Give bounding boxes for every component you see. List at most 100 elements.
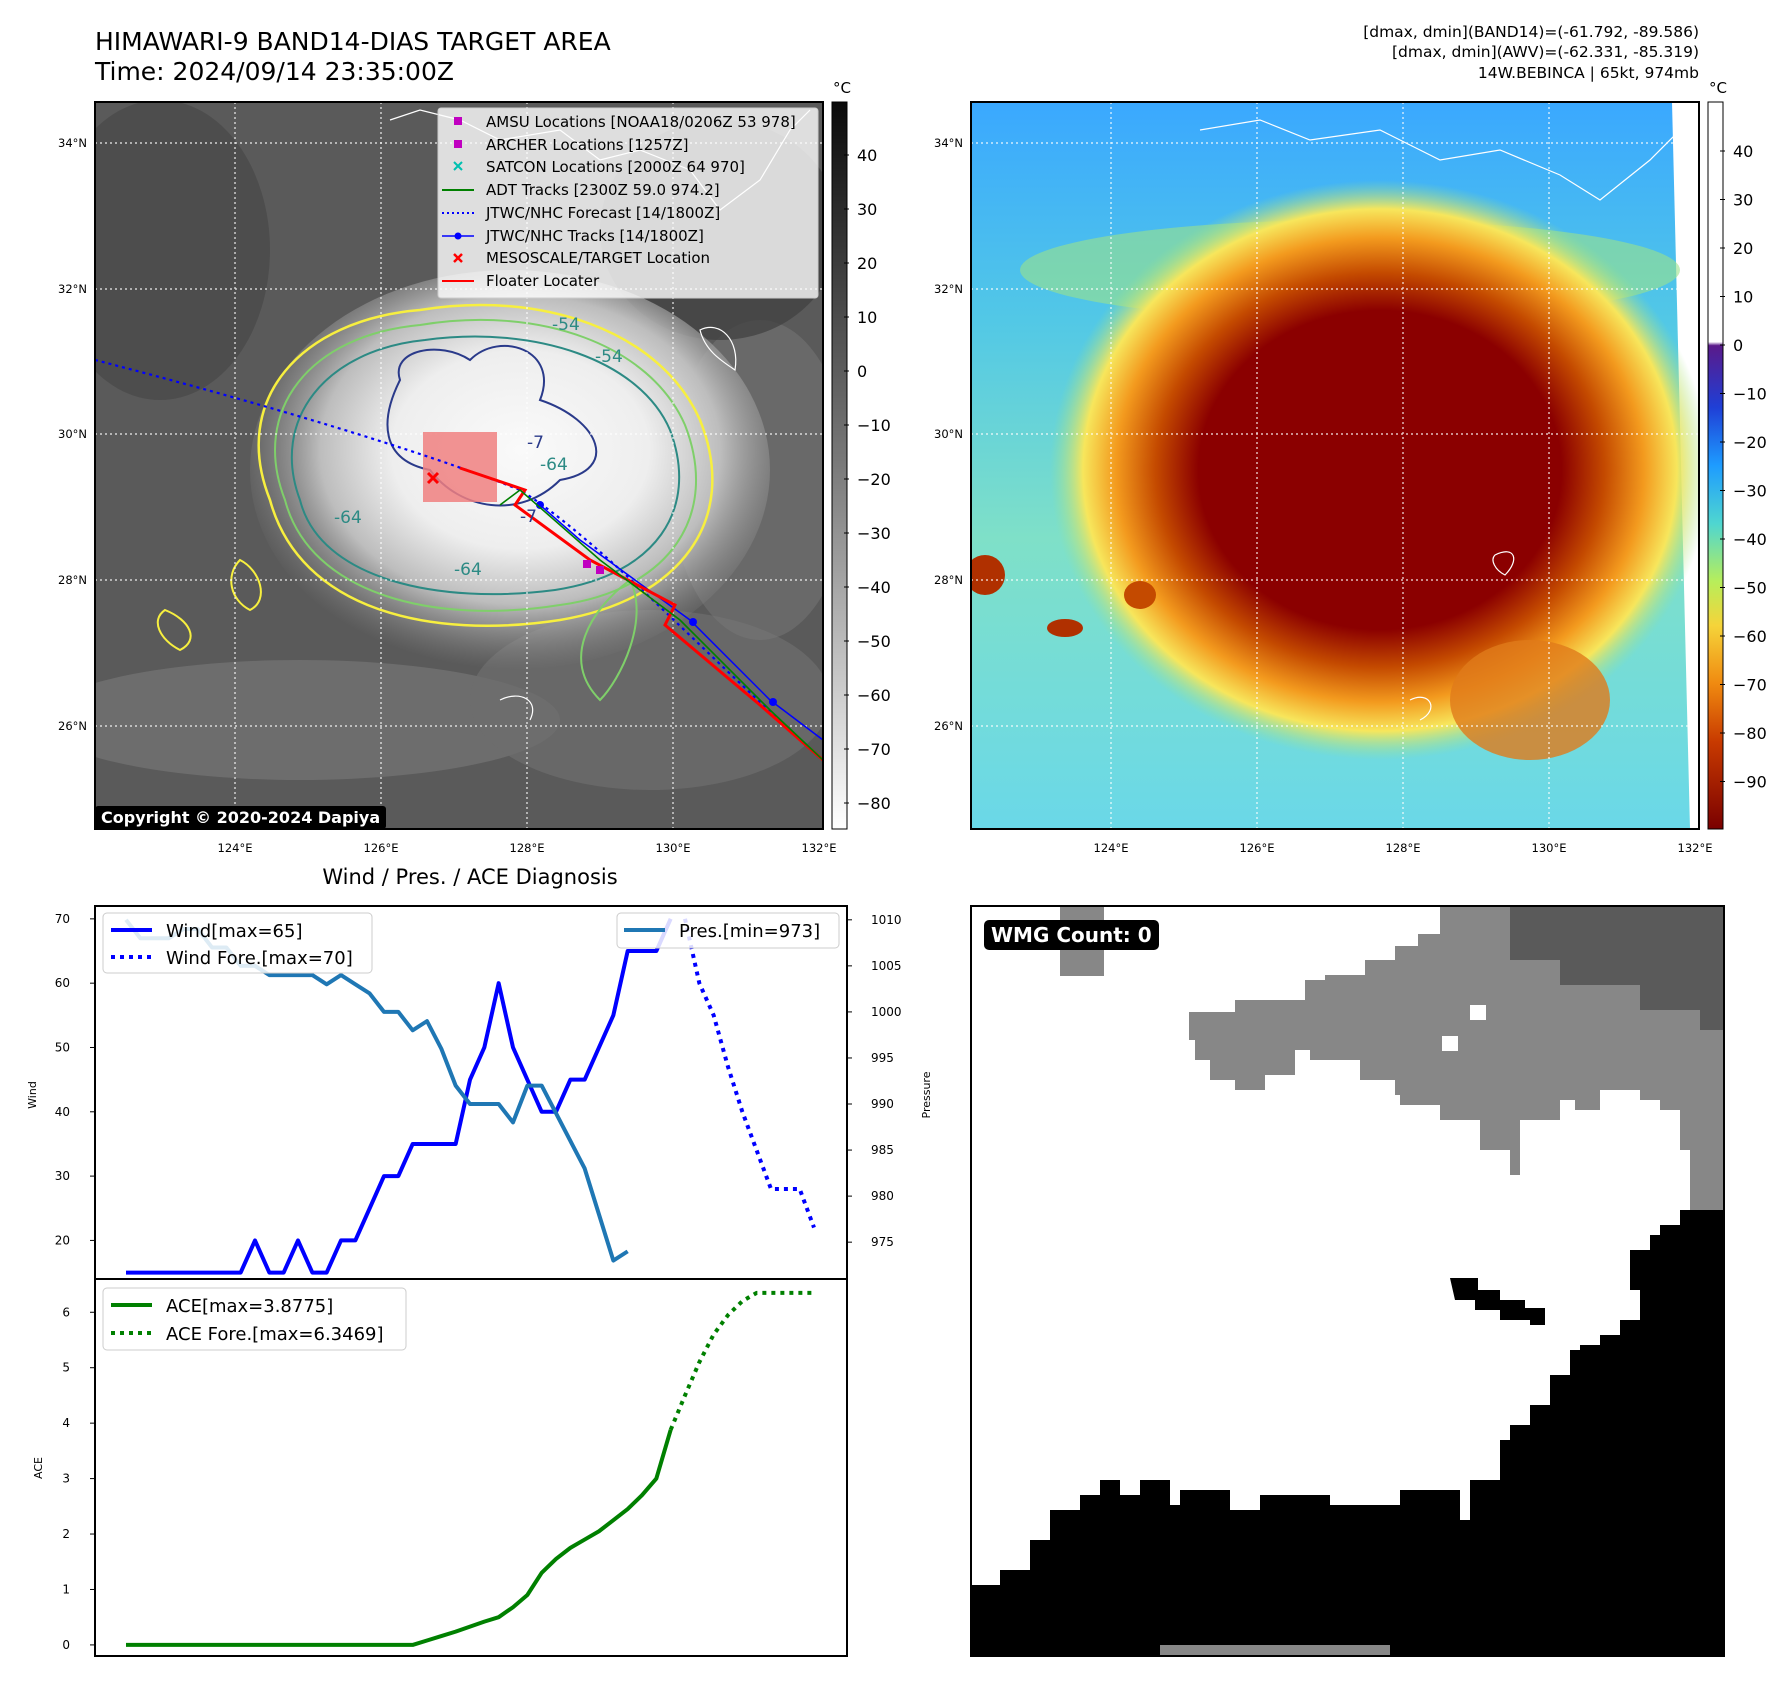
pressure-tick-label: 995: [871, 1051, 894, 1065]
lon-label: 128°E: [510, 841, 545, 855]
color-map-gridlines: [971, 102, 1699, 829]
pressure-tick-label: 990: [871, 1097, 894, 1111]
colorbar-tick-label: 30: [1733, 191, 1753, 210]
colorbar-tick-label: −80: [1733, 724, 1767, 743]
lon-label: 126°E: [364, 841, 399, 855]
info-line2: [dmax, dmin](AWV)=(-62.331, -85.319): [1392, 43, 1699, 61]
ace-tick-label: 2: [62, 1527, 70, 1541]
contour-label: -64: [540, 455, 568, 475]
figure-title-line2: Time: 2024/09/14 23:35:00Z: [95, 57, 454, 86]
colorbar-tick-label: 20: [1733, 239, 1753, 258]
ace-axis-label: ACE: [32, 1457, 45, 1479]
map1-lon-labels: 124°E 126°E 128°E 130°E 132°E: [218, 841, 837, 855]
colorbar-tick-label: −40: [1733, 530, 1767, 549]
legend-amsu-marker: [454, 117, 462, 125]
legend-label: Wind[max=65]: [166, 921, 303, 942]
lon-label: 128°E: [1386, 841, 1421, 855]
color-colorbar-ticks: 40 30 20 10 0 −10 −20 −30 −40 −50 −60 −70 −80 −90: [1720, 142, 1767, 792]
info-line3: 14W.BEBINCA | 65kt, 974mb: [1477, 64, 1699, 82]
contour-label: -7: [520, 507, 537, 527]
ir-color-map-panel: °C 403020100−10−20−30−40−50−60−70−80−90 …: [934, 79, 1767, 855]
ace-forecast-series-line: [668, 1290, 814, 1431]
colorbar-unit: °C: [1709, 79, 1727, 97]
contour-outer: [257, 303, 714, 628]
colorbar-tick-label: 10: [857, 308, 877, 327]
colorbar-tick-label: −70: [1733, 676, 1767, 695]
wind-axis-label: Wind: [26, 1081, 39, 1109]
colorbar-tick-label: 20: [857, 254, 877, 273]
colorbar-unit: °C: [833, 79, 851, 97]
lat-label: 30°N: [934, 427, 963, 441]
pressure-tick-label: 1005: [871, 959, 902, 973]
copyright-badge: Copyright © 2020-2024 Dapiya: [95, 806, 387, 829]
wind-legend: Wind[max=65] Wind Fore.[max=70]: [102, 912, 373, 974]
lon-label: 124°E: [1094, 841, 1129, 855]
legend-label: Wind Fore.[max=70]: [166, 948, 353, 969]
wind-tick-label: 40: [55, 1105, 70, 1119]
lon-label: 132°E: [802, 841, 837, 855]
colorbar-tick-label: −10: [857, 416, 891, 435]
legend-label: SATCON Locations [2000Z 64 970]: [486, 158, 745, 176]
legend-label: ARCHER Locations [1257Z]: [486, 136, 689, 154]
legend-archer-marker: [454, 140, 462, 148]
colorbar-tick-label: −60: [1733, 627, 1767, 646]
ace-tick-label: 1: [62, 1582, 70, 1596]
colorbar-tick-label: −50: [1733, 579, 1767, 598]
color-storm-cloud: [1050, 180, 1699, 760]
pressure-tick-label: 1010: [871, 913, 902, 927]
ir-grayscale-map-panel: -54 -64 -64 -7 -7 -54 -64 AMSU Locations…: [58, 79, 891, 855]
colorbar-tick-label: −30: [857, 524, 891, 543]
wmg-gray-region: [1189, 906, 1724, 1230]
legend-label: ACE[max=3.8775]: [166, 1296, 333, 1317]
storm-cloud-shield: [250, 270, 770, 670]
contour-label: -54: [595, 347, 623, 367]
color-colorbar: [1707, 101, 1724, 830]
lon-label: 126°E: [1240, 841, 1275, 855]
wmg-dark-gray-region: [1510, 906, 1724, 1030]
legend-jtwc-line: [442, 232, 474, 240]
legend-label: JTWC/NHC Tracks [14/1800Z]: [485, 227, 704, 245]
figure-title-line1: HIMAWARI-9 BAND14-DIAS TARGET AREA: [95, 27, 611, 56]
contour-label: -54: [552, 315, 580, 335]
map-legend: AMSU Locations [NOAA18/0206Z 53 978] ARC…: [437, 107, 819, 299]
wmg-count-badge: WMG Count: 0: [984, 920, 1159, 950]
legend-target-marker: [453, 253, 463, 263]
pressure-tick-label: 1000: [871, 1005, 902, 1019]
colorbar-tick-label: 10: [1733, 288, 1753, 307]
adt-track: [499, 488, 823, 761]
colorbar-tick-label: −20: [1733, 433, 1767, 452]
wind-tick-label: 70: [55, 912, 70, 926]
colorbar-tick-label: −50: [857, 632, 891, 651]
colorbar-tick-label: −10: [1733, 385, 1767, 404]
map2-lat-labels: 34°N 32°N 30°N 28°N 26°N: [934, 136, 963, 733]
ace-tick-label: 3: [62, 1472, 70, 1486]
contour-label: -7: [527, 433, 544, 453]
contour-teal: [290, 335, 680, 596]
wmg-bottom-gray-strip: [1160, 1645, 1390, 1656]
pressure-axis-label: Pressure: [920, 1071, 933, 1118]
wind-tick-label: 50: [55, 1040, 70, 1054]
colorbar-tick-label: 40: [1733, 142, 1753, 161]
contour-navy: [386, 344, 598, 507]
legend-label: ADT Tracks [2300Z 59.0 974.2]: [486, 181, 720, 199]
ace-tick-label: 0: [62, 1638, 70, 1652]
colorbar-tick-label: −30: [1733, 482, 1767, 501]
wind-tick-label: 20: [55, 1233, 70, 1247]
lat-label: 26°N: [934, 719, 963, 733]
wind-series-line: [126, 918, 673, 1275]
pressure-tick-label: 985: [871, 1143, 894, 1157]
wind-forecast-series-line: [683, 918, 816, 1229]
colorbar-tick-label: −70: [857, 740, 891, 759]
ace-tick-label: 4: [62, 1416, 70, 1430]
grayscale-colorbar-ticks: 40 30 20 10 0 −10 −20 −30 −40 −50 −60 −70 −80: [844, 146, 891, 813]
wind-tick-label: 60: [55, 976, 70, 990]
colorbar-tick-label: 40: [857, 146, 877, 165]
map1-lat-labels: 34°N 32°N 30°N 28°N 26°N: [58, 136, 87, 733]
pressure-tick-label: 980: [871, 1189, 894, 1203]
info-line1: [dmax, dmin](BAND14)=(-61.792, -89.586): [1363, 23, 1699, 41]
lat-label: 34°N: [58, 136, 87, 150]
lon-label: 130°E: [1532, 841, 1567, 855]
lat-label: 34°N: [934, 136, 963, 150]
pressure-legend: Pres.[min=973]: [616, 912, 840, 949]
